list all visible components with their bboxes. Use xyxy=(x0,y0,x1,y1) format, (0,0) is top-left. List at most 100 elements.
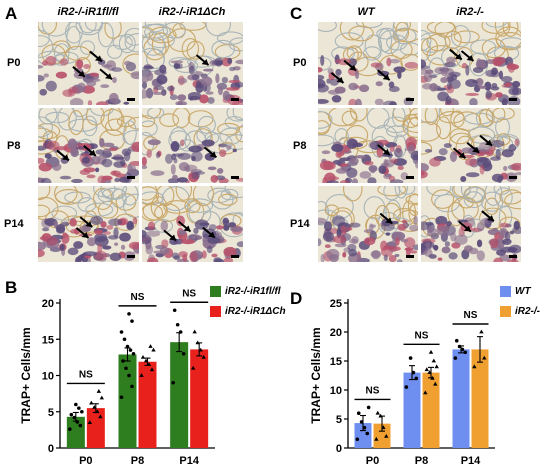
micrograph-c-p0-wt xyxy=(318,22,418,105)
bar xyxy=(118,354,137,448)
chart-d: 0 5 10 15 20 25 TRAP+ Cells/mm P0 NS P8 NS P14 NS xyxy=(309,298,495,467)
y-tick-label: 0 xyxy=(48,443,54,455)
micrograph-texture xyxy=(318,22,418,105)
legend-label-b-2: iR2-/-iR1ΔCh xyxy=(225,306,286,317)
legend-label-d-2: iR2-/- xyxy=(515,306,540,317)
significance-label: NS xyxy=(79,369,93,380)
micrograph-a-p14-fl xyxy=(38,186,139,262)
data-point xyxy=(92,405,97,409)
data-point xyxy=(479,329,484,334)
y-tick-label: 15 xyxy=(330,356,342,368)
row-label-c-p8: P8 xyxy=(293,140,307,152)
data-point xyxy=(463,350,468,355)
data-point xyxy=(96,389,102,393)
legend-swatch-b-1 xyxy=(210,286,221,297)
data-point xyxy=(143,358,149,363)
bar xyxy=(422,372,440,448)
micrograph-texture xyxy=(38,22,139,105)
data-point xyxy=(190,365,196,370)
data-point xyxy=(127,312,131,316)
data-point xyxy=(69,412,74,417)
legend-swatch-b-2 xyxy=(210,306,221,317)
bar xyxy=(471,349,489,448)
data-point xyxy=(195,340,200,345)
data-point xyxy=(460,347,465,352)
data-point xyxy=(124,366,128,371)
column-header-c2: iR2-/- xyxy=(456,6,484,18)
micrograph-c-p0-ir2 xyxy=(421,22,521,105)
y-tick-label: 0 xyxy=(336,443,342,455)
data-point xyxy=(424,367,429,372)
data-point xyxy=(121,359,125,363)
panel-letter-d: D xyxy=(290,289,303,308)
data-point xyxy=(384,434,389,438)
micrograph-texture xyxy=(318,108,418,183)
data-point xyxy=(68,427,72,431)
column-header-c1: WT xyxy=(357,6,375,18)
data-point xyxy=(457,344,462,349)
data-point xyxy=(130,384,134,389)
data-point xyxy=(74,402,78,407)
micrograph-c-p14-ir2 xyxy=(421,186,521,262)
micrograph-texture xyxy=(318,186,418,262)
data-point xyxy=(411,370,416,375)
data-point xyxy=(430,376,435,380)
row-label-a-p0: P0 xyxy=(7,57,21,69)
y-tick-label: 5 xyxy=(48,407,54,419)
data-point xyxy=(119,395,124,400)
micrograph-a-p8-dch xyxy=(142,108,243,183)
data-point xyxy=(433,381,438,386)
y-tick-label: 20 xyxy=(330,327,342,339)
data-point xyxy=(378,413,383,418)
column-header-a2: iR2-/-iR1ΔCh xyxy=(158,6,226,18)
data-point xyxy=(362,425,367,430)
micrograph-texture xyxy=(421,22,521,105)
micrograph-texture xyxy=(38,186,139,262)
data-point xyxy=(365,431,370,436)
data-point xyxy=(359,420,364,424)
bar xyxy=(403,372,421,448)
y-tick-label: 10 xyxy=(330,385,342,397)
micrograph-texture xyxy=(142,186,243,262)
significance-label: NS xyxy=(415,330,429,341)
x-tick-label: P8 xyxy=(415,455,428,467)
data-point xyxy=(482,355,487,360)
x-tick-label: P14 xyxy=(461,455,481,467)
bar xyxy=(138,361,157,448)
y-tick-label: 10 xyxy=(42,371,54,383)
data-point xyxy=(201,354,206,359)
data-point xyxy=(381,425,386,430)
data-point xyxy=(374,436,379,441)
legend-d-1: WT xyxy=(500,286,531,297)
panel-letter-c: C xyxy=(290,4,303,23)
data-point xyxy=(80,409,84,414)
data-point xyxy=(434,364,439,369)
panel-letter-a: A xyxy=(5,4,18,23)
data-point xyxy=(78,423,83,428)
row-label-c-p0: P0 xyxy=(293,57,307,69)
legend-d-2: iR2-/- xyxy=(500,306,540,317)
data-point xyxy=(408,356,413,360)
data-point xyxy=(423,390,428,395)
data-point xyxy=(192,329,197,334)
bar xyxy=(190,349,209,448)
data-point xyxy=(427,370,432,374)
data-point xyxy=(198,347,203,352)
data-point xyxy=(95,409,100,414)
data-point xyxy=(128,348,133,352)
y-tick-label: 5 xyxy=(336,414,342,426)
significance-label: NS xyxy=(182,288,196,299)
bar xyxy=(354,423,372,448)
data-point xyxy=(99,395,105,400)
chart-b: 0 5 10 15 20 TRAP+ Cells/mm P0 NS P8 NS P14 NS xyxy=(19,288,215,467)
data-point xyxy=(127,373,131,378)
data-point xyxy=(366,405,371,410)
micrograph-a-p8-fl xyxy=(38,108,139,183)
y-axis-label: TRAP+ Cells/mm xyxy=(309,327,323,423)
data-point xyxy=(139,373,144,377)
y-axis-label: TRAP+ Cells/mm xyxy=(19,327,33,423)
y-tick-label: 20 xyxy=(42,298,54,310)
data-point xyxy=(453,356,458,360)
x-tick-label: P0 xyxy=(366,455,379,467)
legend-label-b-1: iR2-/-iR1fl/fl xyxy=(225,286,281,297)
